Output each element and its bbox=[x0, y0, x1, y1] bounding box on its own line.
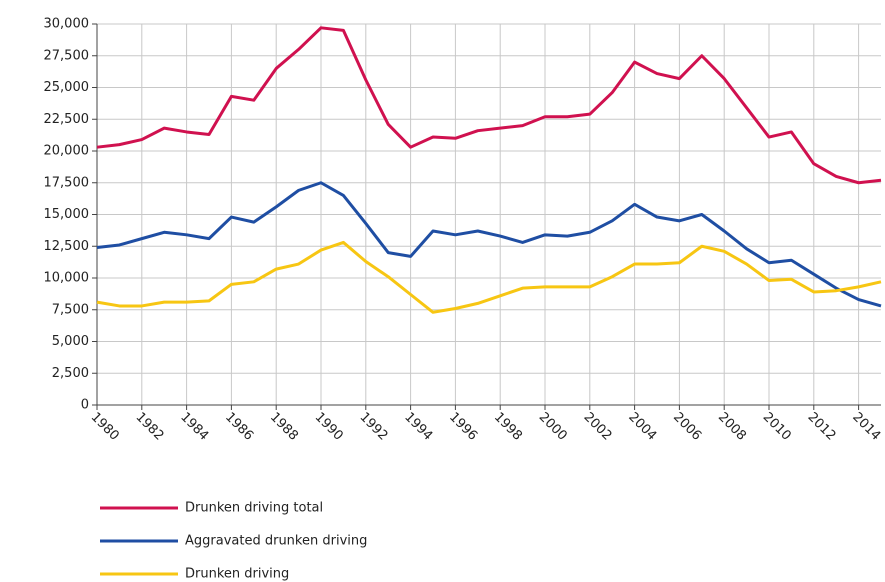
x-tick-label: 2008 bbox=[715, 410, 749, 444]
legend-label: Drunken driving bbox=[185, 567, 289, 582]
y-tick-label: 27,500 bbox=[44, 48, 90, 63]
legend-label: Drunken driving total bbox=[185, 501, 323, 516]
x-tick-label: 1986 bbox=[222, 410, 256, 444]
x-tick-label: 2010 bbox=[760, 410, 794, 444]
y-tick-label: 15,000 bbox=[44, 207, 90, 222]
x-tick-label: 2002 bbox=[580, 410, 614, 444]
y-tick-label: 7,500 bbox=[52, 302, 89, 317]
x-tick-label: 2014 bbox=[849, 410, 883, 444]
y-tick-label: 25,000 bbox=[44, 80, 90, 95]
x-tick-label: 2012 bbox=[804, 410, 838, 444]
x-tick-label: 1998 bbox=[491, 410, 525, 444]
x-tick-label: 2000 bbox=[536, 410, 570, 444]
line bbox=[96, 240, 882, 314]
y-tick-label: 0 bbox=[81, 398, 89, 413]
legend-label: Aggravated drunken driving bbox=[185, 534, 367, 549]
y-tick-label: 12,500 bbox=[44, 239, 90, 254]
line bbox=[96, 26, 882, 185]
y-tick-label: 22,500 bbox=[44, 112, 90, 127]
y-tick-label: 5,000 bbox=[52, 334, 89, 349]
y-tick-label: 20,000 bbox=[44, 144, 90, 159]
x-tick-label: 1994 bbox=[401, 410, 435, 444]
x-tick-label: 1996 bbox=[446, 410, 480, 444]
x-tick-label: 1982 bbox=[132, 410, 166, 444]
x-tick-label: 1984 bbox=[177, 410, 211, 444]
x-tick-label: 1988 bbox=[267, 410, 301, 444]
x-tick-label: 1980 bbox=[88, 410, 122, 444]
x-tick-label: 1990 bbox=[312, 410, 346, 444]
x-tick-label: 2006 bbox=[670, 410, 704, 444]
x-tick-label: 1992 bbox=[356, 410, 390, 444]
y-tick-label: 2,500 bbox=[52, 366, 89, 381]
x-tick-label: 2004 bbox=[625, 410, 659, 444]
y-tick-label: 17,500 bbox=[44, 175, 90, 190]
y-tick-label: 10,000 bbox=[44, 271, 90, 286]
y-tick-label: 30,000 bbox=[44, 17, 90, 32]
line bbox=[96, 181, 882, 308]
